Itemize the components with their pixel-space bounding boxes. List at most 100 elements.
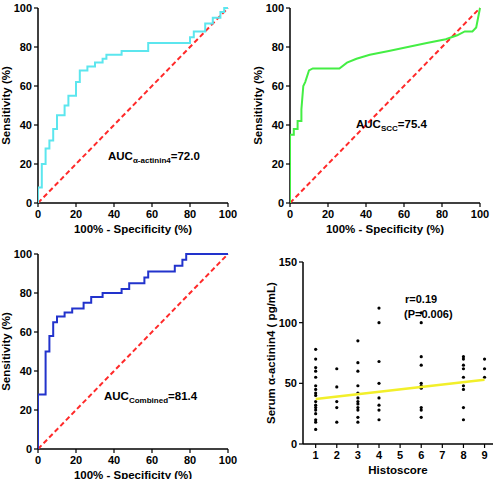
y-tick [34,46,38,47]
x-tick-label: 60 [398,208,410,220]
annotation-value: =75.4 [398,118,428,130]
x-tick [479,203,480,207]
x-axis [38,448,228,450]
annotation-text: AUC [356,118,381,130]
x-tick-label: 0 [35,208,41,220]
x-tick-label: 20 [322,208,334,220]
y-tick-label: 20 [20,158,32,170]
point [420,355,423,358]
x-tick-label: 4 [376,449,383,461]
point [335,385,338,388]
point [314,370,317,373]
point [377,360,380,363]
figure: 020406080100020406080100100% - Specifici… [0,0,500,479]
x-tick [327,203,328,207]
y-tick-label: 80 [272,41,284,53]
x-tick [403,203,404,207]
x-tick [75,449,76,453]
x-tick [357,444,358,448]
x-tick-label: 80 [184,454,196,466]
y-tick-label: 40 [272,119,284,131]
x-axis [290,202,480,204]
x-tick-label: 60 [146,454,158,466]
x-tick-label: 1 [313,449,319,461]
x-tick-label: 5 [397,449,403,461]
y-tick [299,383,303,384]
x-tick-label: 2 [334,449,340,461]
x-tick [400,444,401,448]
point [314,408,317,411]
point [314,357,317,360]
point [314,428,317,431]
x-tick-label: 100 [219,454,237,466]
y-axis [37,8,39,203]
x-tick-label: 6 [418,449,424,461]
y-tick [299,261,303,262]
curve [290,8,480,203]
y-tick [299,443,303,444]
x-tick [113,449,114,453]
x-tick [315,444,316,448]
reference-line [38,8,228,203]
x-tick-label: 20 [70,208,82,220]
y-tick-label: 60 [20,80,32,92]
point [356,384,359,387]
x-tick-label: 8 [460,449,466,461]
y-tick-label: 0 [291,438,297,450]
point [356,370,359,373]
annotation: AUCCombined=81.4 [104,390,198,405]
x-tick [37,203,38,207]
point [377,307,380,310]
y-tick [286,85,290,86]
annotation: (P=0.006) [404,308,453,320]
y-tick [299,322,303,323]
x-tick-label: 100 [219,208,237,220]
point [335,367,338,370]
point [462,418,465,421]
y-tick-label: 40 [20,119,32,131]
point [377,382,380,385]
annotation-subscript: α-actinin4 [133,156,171,165]
point [314,421,317,424]
x-axis-label: 100% - Specificity (%) [326,223,444,235]
y-tick-label: 100 [266,2,284,14]
point [377,408,380,411]
x-tick [463,444,464,448]
y-tick [34,124,38,125]
x-tick [151,449,152,453]
point [314,348,317,351]
point [314,412,317,415]
plot-area [314,307,486,432]
y-tick-label: 80 [20,41,32,53]
x-tick [189,203,190,207]
annotation-subscript: SCC [381,124,398,133]
y-tick-label: 20 [20,404,32,416]
y-tick-label: 60 [272,80,284,92]
y-tick-label: 80 [20,287,32,299]
point [462,367,465,370]
annotation: AUCα-actinin4=72.0 [108,150,200,165]
y-tick-label: 0 [278,197,284,209]
y-tick [34,331,38,332]
plot-area [38,8,228,203]
x-tick-label: 20 [70,454,82,466]
panel: 050100150123456789HistoscoreSerum α-acti… [265,256,493,476]
x-tick-label: 0 [287,208,293,220]
point [377,396,380,399]
x-tick [442,444,443,448]
y-tick [34,253,38,254]
reference-line [290,8,480,203]
y-axis-label: Sensitivity (%) [252,66,264,145]
y-tick-label: 60 [20,326,32,338]
annotation-value: =81.4 [168,390,198,402]
x-tick-label: 9 [481,449,487,461]
x-tick-label: 80 [184,208,196,220]
annotation: AUCSCC=75.4 [356,118,428,133]
y-tick [34,7,38,8]
point [314,388,317,391]
x-tick-label: 60 [146,208,158,220]
y-tick [34,292,38,293]
point [420,364,423,367]
y-tick [286,124,290,125]
annotation-value: =72.0 [171,150,200,162]
